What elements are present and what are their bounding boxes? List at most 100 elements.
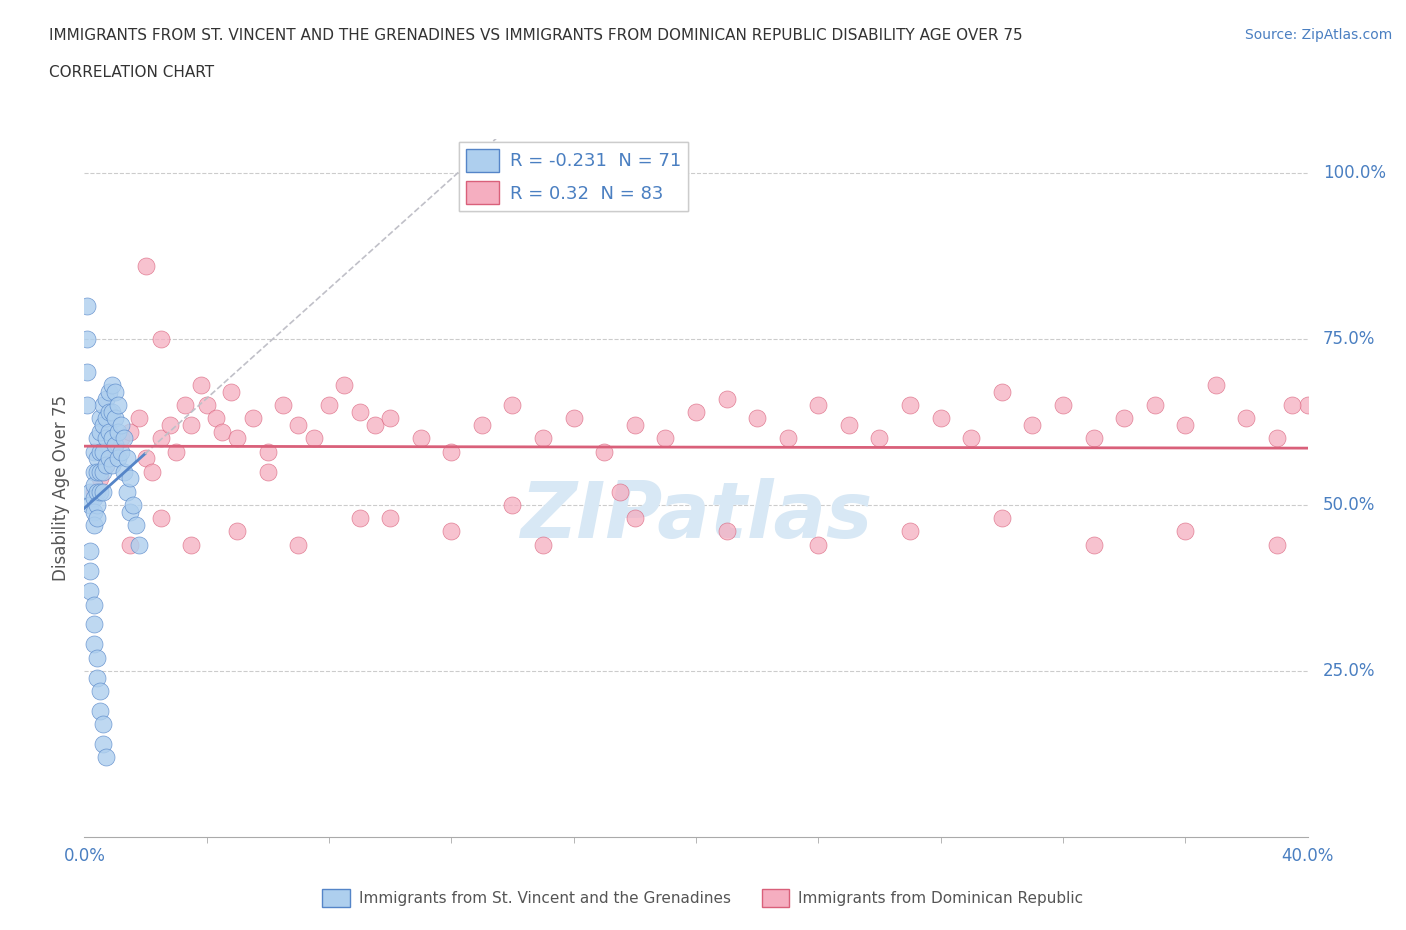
Point bbox=[86, 511, 108, 525]
Point bbox=[502, 398, 524, 413]
Point bbox=[1083, 431, 1105, 445]
Point bbox=[91, 485, 114, 499]
Point bbox=[86, 431, 108, 445]
Point bbox=[97, 405, 120, 419]
Point bbox=[107, 398, 129, 413]
Point bbox=[929, 411, 952, 426]
Point bbox=[79, 564, 101, 578]
Point bbox=[685, 405, 707, 419]
Point bbox=[91, 737, 114, 751]
Point bbox=[89, 411, 111, 426]
Point bbox=[86, 650, 108, 665]
Point bbox=[94, 392, 117, 406]
Point bbox=[83, 464, 105, 479]
Point bbox=[1205, 378, 1227, 392]
Point bbox=[110, 418, 132, 432]
Point bbox=[1114, 411, 1136, 426]
Text: ZIPatlas: ZIPatlas bbox=[520, 478, 872, 554]
Point bbox=[101, 378, 124, 392]
Text: CORRELATION CHART: CORRELATION CHART bbox=[49, 65, 214, 80]
Point bbox=[120, 504, 142, 519]
Point bbox=[1083, 538, 1105, 552]
Text: 25.0%: 25.0% bbox=[1323, 662, 1375, 680]
Text: IMMIGRANTS FROM ST. VINCENT AND THE GRENADINES VS IMMIGRANTS FROM DOMINICAN REPU: IMMIGRANTS FROM ST. VINCENT AND THE GREN… bbox=[49, 28, 1022, 43]
Point bbox=[205, 411, 228, 426]
Point bbox=[440, 524, 463, 538]
Point bbox=[91, 445, 114, 459]
Point bbox=[226, 524, 249, 538]
Point bbox=[120, 538, 142, 552]
Point bbox=[125, 517, 148, 532]
Point bbox=[83, 517, 105, 532]
Point bbox=[104, 438, 127, 453]
Point bbox=[991, 384, 1014, 399]
Point bbox=[1265, 538, 1288, 552]
Point bbox=[79, 544, 101, 559]
Point bbox=[624, 418, 647, 432]
Point bbox=[409, 431, 432, 445]
Point bbox=[97, 451, 120, 466]
Point bbox=[79, 498, 101, 512]
Point bbox=[83, 617, 105, 631]
Point bbox=[1234, 411, 1257, 426]
Point bbox=[86, 464, 108, 479]
Point bbox=[94, 431, 117, 445]
Point bbox=[471, 418, 494, 432]
Point bbox=[110, 445, 132, 459]
Point bbox=[380, 511, 402, 525]
Legend: R = -0.231  N = 71, R = 0.32  N = 83: R = -0.231 N = 71, R = 0.32 N = 83 bbox=[460, 141, 688, 211]
Point bbox=[107, 424, 129, 439]
Point bbox=[242, 411, 264, 426]
Point bbox=[120, 424, 142, 439]
Text: 50.0%: 50.0% bbox=[1323, 496, 1375, 514]
Point bbox=[593, 445, 616, 459]
Point bbox=[1265, 431, 1288, 445]
Point bbox=[76, 398, 98, 413]
Point bbox=[219, 384, 242, 399]
Point bbox=[89, 485, 111, 499]
Point bbox=[91, 464, 114, 479]
Point bbox=[89, 703, 111, 718]
Point bbox=[716, 392, 738, 406]
Point bbox=[257, 445, 280, 459]
Point bbox=[991, 511, 1014, 525]
Point bbox=[89, 471, 111, 485]
Point bbox=[302, 431, 325, 445]
Point bbox=[226, 431, 249, 445]
Point bbox=[83, 597, 105, 612]
Point bbox=[149, 511, 172, 525]
Point bbox=[271, 398, 294, 413]
Text: 75.0%: 75.0% bbox=[1323, 330, 1375, 348]
Point bbox=[122, 498, 145, 512]
Point bbox=[135, 259, 157, 273]
Point bbox=[104, 445, 127, 459]
Point bbox=[107, 451, 129, 466]
Point bbox=[807, 398, 830, 413]
Point bbox=[257, 464, 280, 479]
Point bbox=[76, 365, 98, 379]
Point bbox=[502, 498, 524, 512]
Point bbox=[120, 471, 142, 485]
Point bbox=[104, 384, 127, 399]
Point bbox=[115, 485, 138, 499]
Point bbox=[94, 458, 117, 472]
Point bbox=[94, 411, 117, 426]
Point bbox=[190, 378, 212, 392]
Point bbox=[135, 451, 157, 466]
Point bbox=[83, 637, 105, 652]
Point bbox=[104, 411, 127, 426]
Point bbox=[562, 411, 585, 426]
Point bbox=[1174, 524, 1197, 538]
Point bbox=[101, 431, 124, 445]
Point bbox=[91, 398, 114, 413]
Point bbox=[141, 464, 163, 479]
Point bbox=[94, 750, 117, 764]
Point bbox=[79, 485, 101, 499]
Point bbox=[89, 464, 111, 479]
Point bbox=[112, 431, 135, 445]
Point bbox=[149, 431, 172, 445]
Legend: Immigrants from St. Vincent and the Grenadines, Immigrants from Dominican Republ: Immigrants from St. Vincent and the Gren… bbox=[316, 884, 1090, 913]
Point bbox=[869, 431, 891, 445]
Point bbox=[838, 418, 860, 432]
Point bbox=[180, 418, 202, 432]
